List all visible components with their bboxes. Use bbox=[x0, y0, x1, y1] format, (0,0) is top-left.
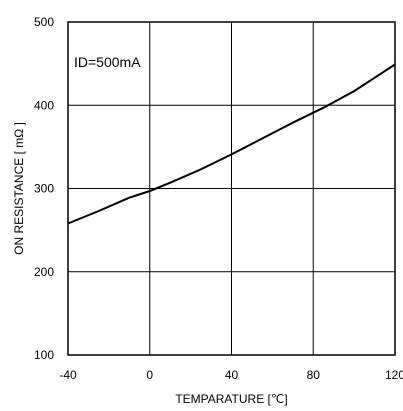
y-tick-label: 100 bbox=[34, 348, 54, 362]
annotation-label: ID=500mA bbox=[74, 54, 141, 70]
y-axis-label: ON RESISTANCE [ mΩ ] bbox=[12, 122, 26, 255]
y-tick-label: 200 bbox=[34, 265, 54, 279]
x-tick-label: -40 bbox=[59, 368, 77, 382]
x-tick-label: 120 bbox=[385, 368, 403, 382]
x-tick-label: 40 bbox=[225, 368, 239, 382]
x-tick-label: 80 bbox=[307, 368, 321, 382]
y-tick-label: 300 bbox=[34, 182, 54, 196]
y-tick-labels: 100 200 300 400 500 bbox=[34, 15, 54, 362]
x-tick-labels: -40 0 40 80 120 bbox=[59, 368, 403, 382]
x-axis-label: TEMPARATURE [℃] bbox=[175, 392, 287, 406]
series-line bbox=[67, 63, 396, 225]
x-tick-label: 0 bbox=[146, 368, 153, 382]
y-tick-label: 500 bbox=[34, 15, 54, 29]
grid bbox=[67, 21, 396, 356]
y-tick-label: 400 bbox=[34, 98, 54, 112]
plot-frame bbox=[67, 21, 396, 356]
